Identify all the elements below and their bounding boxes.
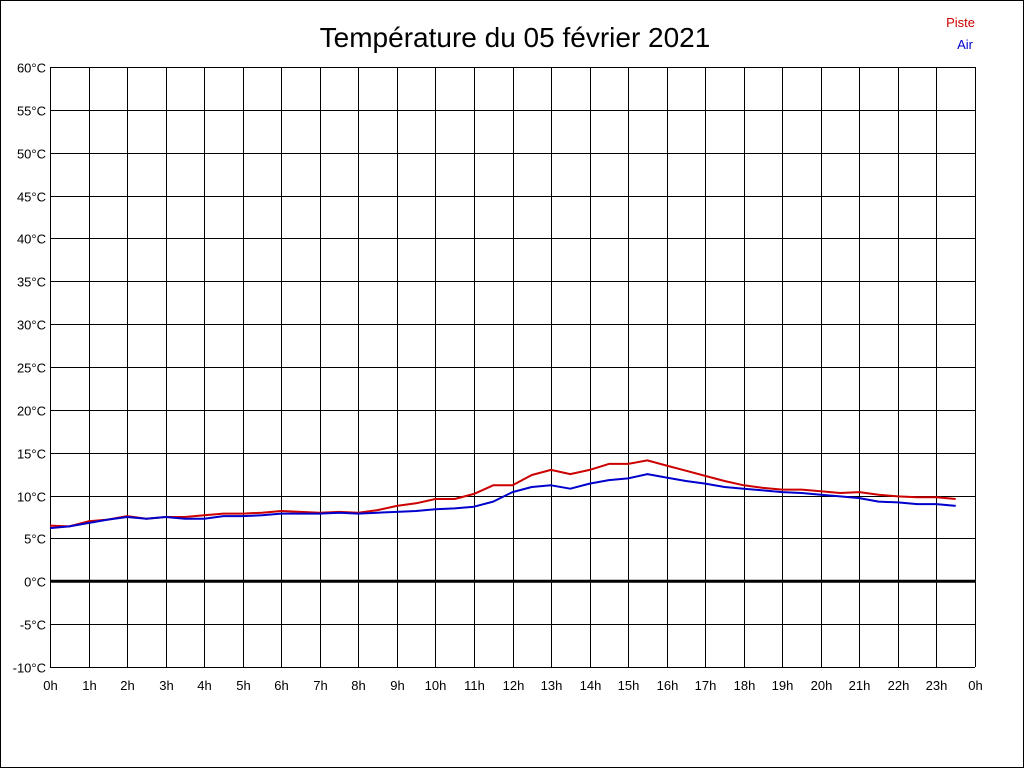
x-tick-label: 0h: [968, 678, 982, 693]
y-tick-label: 60°C: [17, 61, 46, 76]
y-tick-label: 5°C: [24, 532, 46, 547]
chart-title: Température du 05 février 2021: [320, 22, 711, 53]
y-tick-label: 45°C: [17, 190, 46, 205]
x-tick-label: 14h: [580, 678, 602, 693]
x-tick-label: 4h: [197, 678, 211, 693]
x-tick-label: 22h: [888, 678, 910, 693]
x-tick-label: 9h: [390, 678, 404, 693]
y-tick-label: 50°C: [17, 147, 46, 162]
y-tick-label: 15°C: [17, 447, 46, 462]
x-tick-label: 20h: [811, 678, 833, 693]
x-tick-label: 17h: [695, 678, 717, 693]
x-tick-label: 0h: [43, 678, 57, 693]
y-tick-label: 40°C: [17, 232, 46, 247]
y-tick-label: 25°C: [17, 361, 46, 376]
chart-grid: [50, 67, 976, 668]
y-tick-label: 20°C: [17, 404, 46, 419]
y-tick-label: 0°C: [24, 575, 46, 590]
y-tick-label: -5°C: [20, 618, 46, 633]
x-tick-label: 23h: [926, 678, 948, 693]
x-tick-label: 12h: [503, 678, 525, 693]
x-tick-label: 11h: [464, 678, 485, 693]
x-tick-label: 15h: [618, 678, 640, 693]
x-tick-label: 8h: [351, 678, 365, 693]
x-tick-label: 6h: [274, 678, 288, 693]
x-tick-label: 1h: [82, 678, 96, 693]
x-tick-label: 3h: [159, 678, 173, 693]
y-tick-label: 10°C: [17, 490, 46, 505]
y-tick-label: 55°C: [17, 104, 46, 119]
series-line-air: [49, 473, 956, 530]
x-tick-label: 21h: [849, 678, 871, 693]
y-tick-label: 30°C: [17, 318, 46, 333]
series-lines: [49, 459, 956, 530]
y-tick-label: -10°C: [13, 661, 46, 676]
x-tick-label: 19h: [772, 678, 794, 693]
x-tick-label: 5h: [236, 678, 250, 693]
y-axis-labels: 60°C 55°C 50°C 45°C 40°C 35°C 30°C 25°C 20°C 15°C…: [13, 61, 46, 676]
x-tick-label: 16h: [657, 678, 679, 693]
x-tick-label: 18h: [734, 678, 756, 693]
x-tick-label: 7h: [313, 678, 327, 693]
x-tick-label: 13h: [541, 678, 563, 693]
legend-entry-air: Air: [957, 37, 974, 52]
x-tick-label: 10h: [425, 678, 447, 693]
x-axis-labels: 0h 1h 2h 3h 4h 5h 6h 7h 8h 9h 10h 11h 12h 13h 14h 15h 16…: [43, 678, 982, 693]
x-tick-label: 2h: [120, 678, 134, 693]
legend-entry-piste: Piste: [946, 15, 975, 30]
series-line-piste: [49, 459, 956, 528]
y-tick-label: 35°C: [17, 275, 46, 290]
